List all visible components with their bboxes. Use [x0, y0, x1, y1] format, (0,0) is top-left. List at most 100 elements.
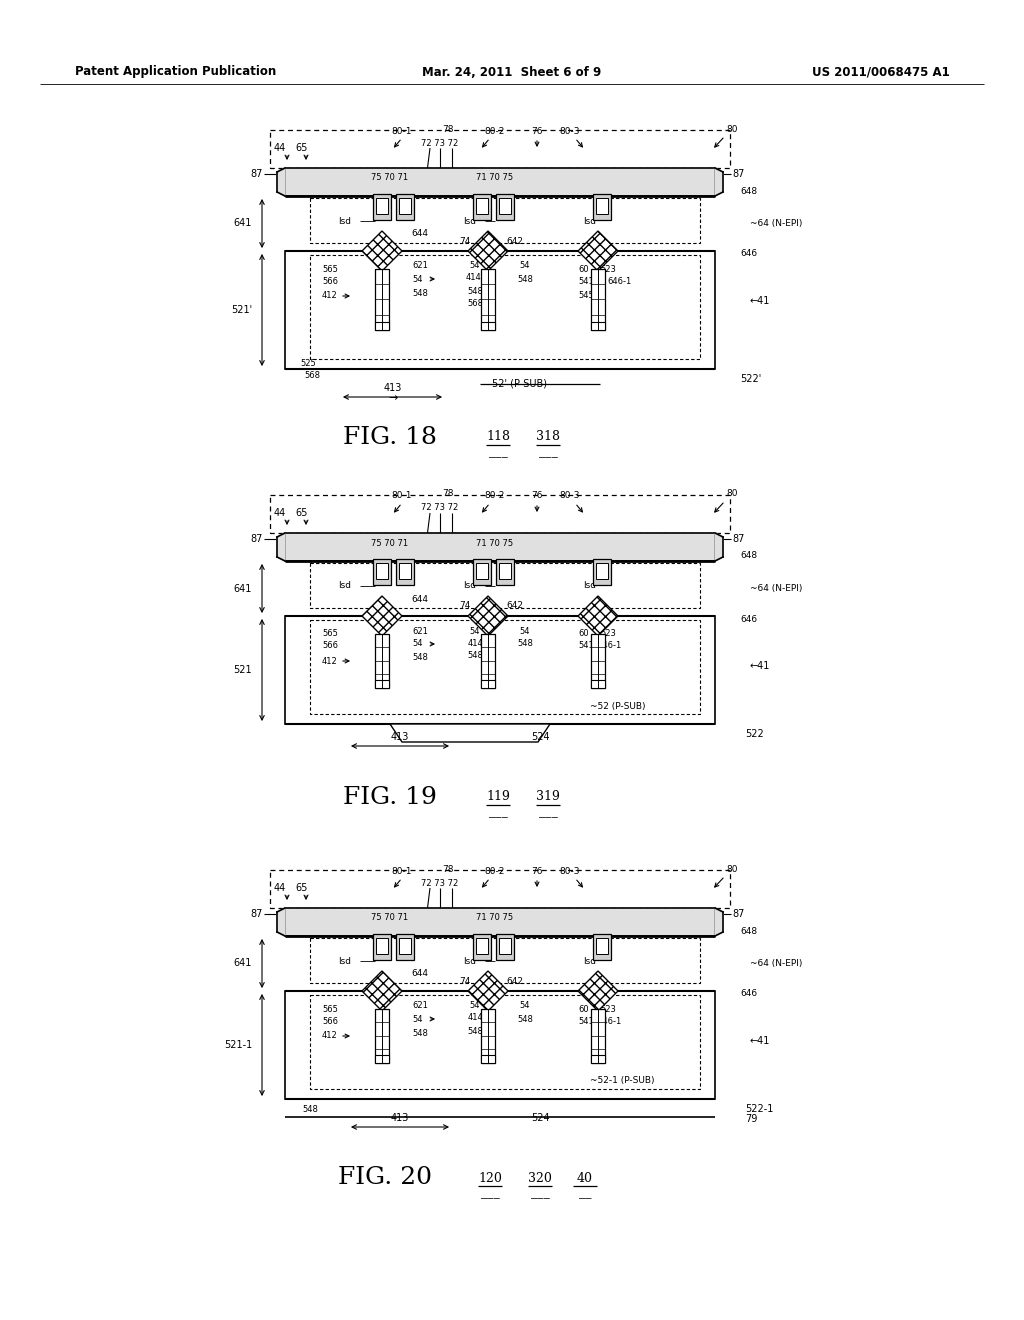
Text: 524: 524: [530, 1113, 549, 1123]
Polygon shape: [278, 168, 285, 195]
Polygon shape: [362, 231, 402, 271]
Text: 545: 545: [578, 290, 594, 300]
Polygon shape: [468, 597, 508, 636]
Text: 80-2: 80-2: [484, 866, 505, 875]
Bar: [481, 269, 495, 330]
Text: FIG. 19: FIG. 19: [343, 785, 437, 808]
Text: 40: 40: [577, 1172, 593, 1184]
Text: 646: 646: [740, 615, 757, 623]
Text: 521': 521': [230, 305, 252, 315]
Bar: [591, 634, 605, 688]
Text: 54: 54: [412, 1015, 423, 1023]
Bar: [499, 198, 511, 214]
Bar: [396, 194, 414, 220]
Text: ~64 (N-EPI): ~64 (N-EPI): [750, 960, 803, 968]
Bar: [270, 870, 730, 908]
Text: 568: 568: [304, 371, 319, 380]
Text: 78: 78: [442, 865, 454, 874]
Bar: [376, 198, 388, 214]
Bar: [591, 1055, 605, 1063]
Text: 72 73 72: 72 73 72: [421, 139, 459, 148]
Text: 644: 644: [412, 594, 428, 603]
Bar: [481, 322, 495, 330]
Polygon shape: [578, 972, 618, 1011]
Text: 648: 648: [740, 552, 757, 561]
Bar: [481, 1008, 495, 1063]
Text: 120: 120: [478, 1172, 502, 1184]
Bar: [399, 939, 411, 954]
Text: 522': 522': [740, 374, 761, 384]
Text: 548: 548: [517, 639, 532, 648]
Text: 522: 522: [745, 729, 764, 739]
Bar: [399, 564, 411, 579]
Text: 118: 118: [486, 430, 510, 444]
Text: 523: 523: [600, 264, 616, 273]
Polygon shape: [715, 908, 723, 936]
Bar: [285, 533, 715, 561]
Text: 87: 87: [732, 535, 744, 544]
Text: 65: 65: [296, 143, 308, 153]
Text: lsd: lsd: [584, 216, 597, 226]
Bar: [481, 1055, 495, 1063]
Text: 65: 65: [296, 508, 308, 517]
Polygon shape: [715, 533, 723, 561]
Bar: [499, 564, 511, 579]
Bar: [285, 168, 715, 195]
Text: ___: ___: [530, 1185, 549, 1199]
Text: 87: 87: [251, 169, 263, 180]
Text: 565: 565: [322, 1005, 338, 1014]
Text: 646-1: 646-1: [598, 1016, 623, 1026]
Text: 80-3: 80-3: [560, 127, 581, 136]
Text: 54: 54: [470, 627, 480, 635]
Text: 80-2: 80-2: [484, 491, 505, 500]
Text: 641: 641: [233, 219, 252, 228]
Text: Patent Application Publication: Patent Application Publication: [75, 66, 276, 78]
Text: ←41: ←41: [750, 296, 770, 306]
Text: 75 70 71: 75 70 71: [372, 173, 409, 182]
Text: ___: ___: [539, 805, 557, 818]
Text: 80: 80: [726, 490, 737, 499]
Text: 60: 60: [578, 1005, 589, 1014]
Bar: [375, 634, 389, 688]
Text: ~52-1 (P-SUB): ~52-1 (P-SUB): [590, 1077, 654, 1085]
Bar: [396, 558, 414, 585]
Text: 413: 413: [391, 1113, 410, 1123]
Text: 72 73 72: 72 73 72: [421, 503, 459, 512]
Bar: [285, 616, 715, 723]
Text: 642: 642: [507, 236, 523, 246]
Polygon shape: [390, 723, 550, 742]
Bar: [591, 269, 605, 330]
Bar: [596, 198, 608, 214]
Polygon shape: [578, 231, 618, 271]
Text: 80-3: 80-3: [560, 491, 581, 500]
Text: lsd: lsd: [464, 582, 476, 590]
Text: ___: ___: [539, 445, 557, 458]
Text: 320: 320: [528, 1172, 552, 1184]
Text: 641: 641: [233, 958, 252, 969]
Bar: [593, 194, 611, 220]
Bar: [285, 908, 715, 936]
Text: 65: 65: [296, 883, 308, 894]
Bar: [375, 1008, 389, 1063]
Bar: [310, 939, 700, 983]
Text: 413: 413: [384, 383, 402, 393]
Text: 548: 548: [517, 1015, 532, 1023]
Text: 44: 44: [273, 883, 286, 894]
Text: 87: 87: [732, 169, 744, 180]
Text: 79: 79: [745, 1114, 758, 1125]
Text: 319: 319: [536, 791, 560, 804]
Text: 621: 621: [412, 1002, 428, 1011]
Text: 525: 525: [300, 359, 315, 367]
Bar: [591, 322, 605, 330]
Bar: [473, 935, 490, 960]
Bar: [270, 129, 730, 168]
Text: FIG. 20: FIG. 20: [338, 1167, 432, 1189]
Text: US 2011/0068475 A1: US 2011/0068475 A1: [812, 66, 950, 78]
Text: Mar. 24, 2011  Sheet 6 of 9: Mar. 24, 2011 Sheet 6 of 9: [422, 66, 602, 78]
Bar: [596, 564, 608, 579]
Bar: [373, 558, 391, 585]
Text: 566: 566: [322, 1016, 338, 1026]
Text: 541: 541: [578, 642, 594, 651]
Text: 87: 87: [251, 909, 263, 919]
Bar: [375, 322, 389, 330]
